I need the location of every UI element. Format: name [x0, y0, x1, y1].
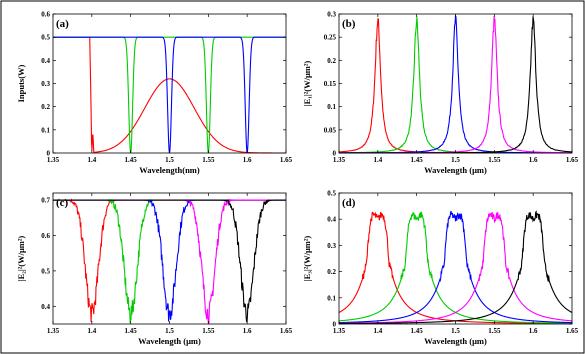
x-tick-label: 1.35 — [333, 156, 346, 164]
y-tick-label: 0.5 — [41, 34, 50, 42]
x-axis-label: Wavelength (μm) — [424, 336, 487, 346]
x-tick-label: 1.5 — [165, 156, 174, 164]
y-tick-label: 0.6 — [41, 11, 50, 19]
y-tick-label: 0.3 — [327, 11, 336, 19]
x-tick-label: 1.35 — [333, 327, 346, 335]
y-tick-label: 0.3 — [327, 242, 336, 250]
y-tick-label: 0.4 — [327, 216, 336, 224]
x-tick-label: 1.6 — [243, 156, 252, 164]
x-tick-label: 1.35 — [47, 327, 60, 335]
x-tick-label: 1.35 — [47, 156, 60, 164]
x-tick-label: 1.55 — [202, 327, 215, 335]
y-tick-label: 0.25 — [324, 34, 337, 42]
x-tick-label: 1.55 — [202, 156, 215, 164]
x-tick-label: 1.6 — [529, 156, 538, 164]
chart-panel-2: 1.35 1.4 1.45 1.5 1.55 1.6 1.65 0 0.05 0.1 0.15 0.2… — [302, 11, 579, 176]
y-tick-label: 0.2 — [327, 268, 336, 276]
x-tick-label: 1.45 — [411, 156, 424, 164]
x-tick-label: 1.45 — [125, 156, 138, 164]
chart-panel-1: 1.35 1.4 1.45 1.5 1.55 1.6 1.65 0 0.1 0.2 0.3 0.4 0.… — [16, 11, 293, 176]
y-tick-label: 0.2 — [327, 57, 336, 65]
y-tick-label: 0.1 — [41, 126, 50, 134]
x-tick-label: 1.5 — [165, 327, 174, 335]
y-tick-label: 0.4 — [41, 57, 50, 65]
y-axis-label: |E₃|²(W/μm²) — [302, 236, 312, 282]
y-tick-label: 0 — [333, 150, 337, 158]
y-tick-label: 0.5 — [327, 190, 336, 198]
x-tick-label: 1.6 — [243, 327, 252, 335]
x-tick-label: 1.65 — [566, 156, 579, 164]
chart-panel-4: 1.35 1.4 1.45 1.5 1.55 1.6 1.65 0 0.1 0.2 0.3 0.4 0.… — [302, 190, 579, 347]
panel-label: (b) — [342, 18, 356, 30]
x-tick-label: 1.4 — [373, 327, 382, 335]
y-tick-label: 0 — [47, 150, 51, 158]
x-tick-label: 1.4 — [373, 156, 382, 164]
y-tick-label: 0.15 — [324, 80, 337, 88]
x-tick-label: 1.65 — [280, 156, 293, 164]
y-tick-label: 0.7 — [41, 197, 50, 205]
y-axis-label: |E₁|²(W/μm²) — [302, 61, 312, 107]
y-tick-label: 0.2 — [41, 103, 50, 111]
panel-label: (d) — [342, 197, 356, 209]
y-tick-label: 0.4 — [41, 303, 50, 311]
y-tick-label: 0.05 — [324, 126, 337, 134]
chart-panel-3: 1.35 1.4 1.45 1.5 1.55 1.6 1.65 0.4 0.5 0.6 0.7 Wav… — [16, 192, 293, 346]
panel-label: (a) — [56, 18, 69, 30]
x-tick-label: 1.45 — [125, 327, 138, 335]
x-tick-label: 1.55 — [488, 156, 501, 164]
x-tick-label: 1.55 — [488, 327, 501, 335]
y-tick-label: 0.1 — [327, 294, 336, 302]
y-tick-label: 0.5 — [41, 267, 50, 275]
x-tick-label: 1.45 — [411, 327, 424, 335]
panel-label: (c) — [56, 197, 69, 209]
y-tick-label: 0.1 — [327, 103, 336, 111]
x-tick-label: 1.5 — [451, 327, 460, 335]
x-tick-label: 1.65 — [280, 327, 293, 335]
x-axis-label: Wavelength(nm) — [139, 165, 200, 175]
y-tick-label: 0 — [333, 321, 337, 329]
x-tick-label: 1.6 — [529, 327, 538, 335]
x-tick-label: 1.5 — [451, 156, 460, 164]
series-line-3 — [338, 210, 573, 324]
y-tick-label: 0.3 — [41, 80, 50, 88]
series-group — [53, 197, 286, 324]
x-tick-label: 1.65 — [566, 327, 579, 335]
x-tick-label: 1.4 — [87, 156, 96, 164]
y-axis-label: Inputs(W) — [16, 64, 26, 102]
x-tick-label: 1.4 — [87, 327, 96, 335]
x-axis-label: Wavelength (μm) — [138, 336, 201, 346]
x-axis-label: Wavelength (μm) — [424, 165, 487, 175]
series-line-5 — [53, 198, 286, 323]
y-axis-label: |E₂|²(W/μm²) — [16, 236, 26, 282]
y-tick-label: 0.6 — [41, 232, 50, 240]
